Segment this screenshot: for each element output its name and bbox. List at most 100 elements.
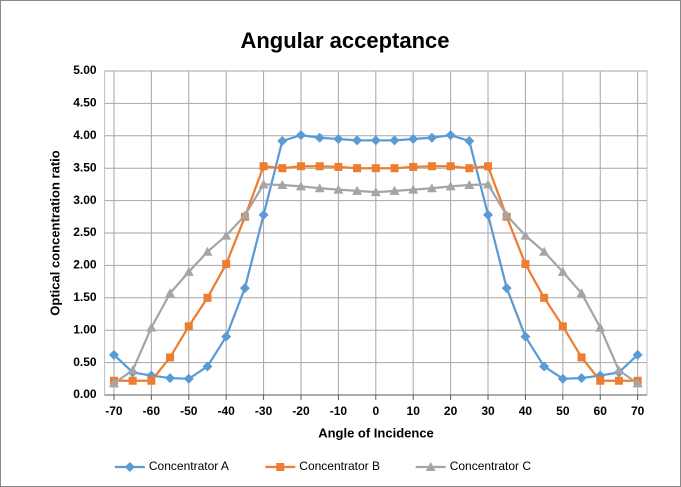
data-point bbox=[202, 361, 213, 372]
data-point bbox=[484, 162, 493, 171]
y-tick-label: 0.00 bbox=[73, 387, 97, 401]
data-point bbox=[464, 180, 475, 190]
data-point bbox=[576, 288, 587, 298]
y-axis-label: Optical concentration ratio bbox=[47, 150, 62, 315]
y-tick-label: 2.50 bbox=[73, 225, 97, 239]
data-point bbox=[222, 260, 231, 269]
data-point bbox=[127, 365, 138, 375]
data-point bbox=[352, 135, 363, 146]
data-point bbox=[483, 179, 494, 189]
y-tick-label: 1.50 bbox=[73, 290, 97, 304]
data-point bbox=[539, 361, 550, 372]
x-tick-label: -20 bbox=[292, 404, 310, 418]
data-point bbox=[446, 162, 455, 171]
data-point bbox=[409, 162, 418, 171]
data-point bbox=[183, 266, 194, 276]
data-point bbox=[221, 331, 232, 342]
data-point bbox=[353, 164, 362, 173]
data-point bbox=[558, 322, 567, 331]
data-point bbox=[389, 185, 400, 195]
data-point bbox=[520, 331, 531, 342]
y-tick-label: 3.50 bbox=[73, 160, 97, 174]
data-point bbox=[333, 134, 344, 145]
data-point bbox=[464, 135, 475, 146]
data-point bbox=[521, 260, 530, 269]
legend-label: Concentrator B bbox=[299, 459, 380, 473]
y-tick-label: 0.50 bbox=[73, 355, 97, 369]
y-tick-label: 5.00 bbox=[73, 63, 97, 77]
data-point bbox=[296, 162, 305, 171]
y-tick-label: 2.00 bbox=[73, 258, 97, 272]
data-point bbox=[614, 376, 623, 385]
x-tick-label: 20 bbox=[444, 404, 458, 418]
chart-title: Angular acceptance bbox=[240, 28, 449, 53]
data-point bbox=[165, 288, 176, 298]
x-tick-label: 10 bbox=[407, 404, 421, 418]
data-point bbox=[295, 130, 306, 141]
data-point bbox=[596, 376, 605, 385]
data-point bbox=[445, 181, 456, 191]
data-point bbox=[465, 164, 474, 173]
data-point bbox=[165, 373, 176, 384]
data-point bbox=[166, 353, 175, 362]
data-point bbox=[184, 322, 193, 331]
legend-marker bbox=[276, 463, 285, 471]
x-tick-label: -50 bbox=[180, 404, 198, 418]
data-point bbox=[390, 164, 399, 173]
legend-label: Concentrator A bbox=[149, 459, 229, 473]
x-tick-label: -60 bbox=[143, 404, 161, 418]
data-point bbox=[203, 293, 212, 302]
y-tick-label: 3.00 bbox=[73, 193, 97, 207]
data-point bbox=[277, 180, 288, 190]
x-tick-label: 40 bbox=[519, 404, 533, 418]
data-point bbox=[295, 181, 306, 191]
data-point bbox=[576, 373, 587, 384]
y-tick-label: 1.00 bbox=[73, 322, 97, 336]
x-tick-label: 60 bbox=[594, 404, 608, 418]
legend-label: Concentrator C bbox=[450, 459, 532, 473]
legend-marker bbox=[124, 462, 135, 472]
data-point bbox=[595, 322, 606, 332]
y-tick-label: 4.50 bbox=[73, 96, 97, 110]
data-point bbox=[239, 283, 250, 294]
x-tick-label: 50 bbox=[556, 404, 570, 418]
data-point bbox=[408, 184, 419, 194]
data-point bbox=[408, 134, 419, 145]
data-point bbox=[557, 266, 568, 276]
data-point bbox=[333, 184, 344, 194]
data-point bbox=[146, 322, 157, 332]
data-point bbox=[314, 132, 325, 143]
data-point bbox=[239, 210, 250, 220]
y-tick-label: 4.00 bbox=[73, 128, 97, 142]
data-point bbox=[315, 162, 324, 171]
data-point bbox=[258, 179, 269, 189]
data-point bbox=[370, 135, 381, 146]
x-tick-label: -70 bbox=[105, 404, 123, 418]
x-tick-label: -10 bbox=[330, 404, 348, 418]
legend-marker bbox=[425, 462, 436, 471]
data-point bbox=[577, 353, 586, 362]
x-tick-label: 0 bbox=[372, 404, 379, 418]
data-point bbox=[389, 135, 400, 146]
data-point bbox=[352, 185, 363, 195]
x-axis-label: Angle of Incidence bbox=[318, 425, 434, 440]
data-point bbox=[426, 183, 437, 193]
data-point bbox=[613, 365, 624, 375]
data-point bbox=[202, 246, 213, 256]
data-point bbox=[147, 376, 156, 385]
data-point bbox=[277, 135, 288, 146]
data-point bbox=[557, 373, 568, 384]
data-point bbox=[540, 293, 549, 302]
data-point bbox=[258, 209, 269, 220]
data-point bbox=[334, 162, 343, 171]
data-point bbox=[427, 162, 436, 171]
data-point bbox=[501, 210, 512, 220]
x-tick-label: 30 bbox=[481, 404, 495, 418]
data-point bbox=[108, 349, 119, 360]
data-point bbox=[483, 209, 494, 220]
data-point bbox=[278, 164, 287, 173]
data-point bbox=[370, 187, 381, 197]
data-point bbox=[520, 230, 531, 240]
data-point bbox=[314, 183, 325, 193]
